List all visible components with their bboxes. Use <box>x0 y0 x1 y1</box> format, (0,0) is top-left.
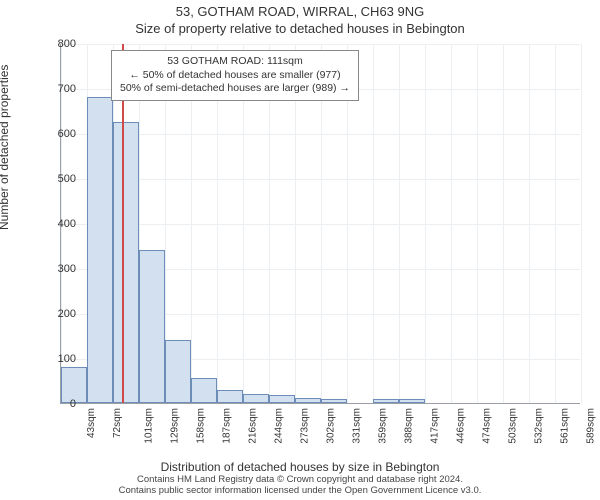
gridline-v <box>451 44 452 403</box>
y-tick-label: 700 <box>46 83 76 95</box>
histogram-bar <box>269 395 295 403</box>
x-tick-label: 331sqm <box>352 408 363 444</box>
annotation-line3: 50% of semi-detached houses are larger (… <box>120 82 350 96</box>
y-tick-label: 0 <box>46 398 76 410</box>
annotation-line2: ← 50% of detached houses are smaller (97… <box>120 69 350 83</box>
marker-annotation: 53 GOTHAM ROAD: 111sqm ← 50% of detached… <box>111 50 359 101</box>
x-tick-label: 187sqm <box>222 408 233 444</box>
histogram-bar <box>165 340 191 403</box>
histogram-bar <box>87 97 113 403</box>
histogram-bar <box>399 399 425 403</box>
y-tick-label: 600 <box>46 128 76 140</box>
x-tick-label: 216sqm <box>248 408 259 444</box>
x-tick-label: 503sqm <box>508 408 519 444</box>
x-tick-label: 302sqm <box>326 408 337 444</box>
y-tick-label: 200 <box>46 308 76 320</box>
x-tick-label: 129sqm <box>170 408 181 444</box>
annotation-line1: 53 GOTHAM ROAD: 111sqm <box>120 55 350 69</box>
histogram-bar <box>113 122 139 403</box>
histogram-bar <box>191 378 217 403</box>
title-address: 53, GOTHAM ROAD, WIRRAL, CH63 9NG <box>0 4 600 19</box>
x-tick-label: 474sqm <box>482 408 493 444</box>
gridline-v <box>425 44 426 403</box>
gridline-v <box>373 44 374 403</box>
histogram-bar <box>243 394 269 403</box>
gridline-v <box>555 44 556 403</box>
histogram-bar <box>295 398 321 403</box>
y-axis-label: Number of detached properties <box>0 65 11 230</box>
x-tick-label: 158sqm <box>196 408 207 444</box>
x-tick-label: 446sqm <box>456 408 467 444</box>
title-subtitle: Size of property relative to detached ho… <box>0 21 600 36</box>
footnote: Contains HM Land Registry data © Crown c… <box>0 475 600 496</box>
x-tick-label: 244sqm <box>274 408 285 444</box>
x-tick-label: 417sqm <box>430 408 441 444</box>
histogram-bar <box>139 250 165 403</box>
x-tick-label: 388sqm <box>404 408 415 444</box>
gridline-v <box>503 44 504 403</box>
x-tick-label: 273sqm <box>300 408 311 444</box>
x-tick-label: 101sqm <box>144 408 155 444</box>
y-tick-label: 500 <box>46 173 76 185</box>
x-tick-label: 43sqm <box>86 408 97 438</box>
x-tick-label: 359sqm <box>378 408 389 444</box>
footnote-line2: Contains public sector information licen… <box>0 486 600 496</box>
x-axis-label: Distribution of detached houses by size … <box>0 460 600 474</box>
footnote-line1: Contains HM Land Registry data © Crown c… <box>0 475 600 485</box>
x-tick-label: 72sqm <box>112 408 123 438</box>
plot-area: 53 GOTHAM ROAD: 111sqm ← 50% of detached… <box>60 44 580 404</box>
gridline-v <box>399 44 400 403</box>
x-tick-label: 561sqm <box>560 408 571 444</box>
gridline-v <box>529 44 530 403</box>
y-tick-label: 300 <box>46 263 76 275</box>
y-tick-label: 100 <box>46 353 76 365</box>
x-tick-label: 532sqm <box>534 408 545 444</box>
title-block: 53, GOTHAM ROAD, WIRRAL, CH63 9NG Size o… <box>0 4 600 36</box>
gridline-v <box>581 44 582 403</box>
x-tick-label: 589sqm <box>586 408 597 444</box>
gridline-v <box>477 44 478 403</box>
y-tick-label: 800 <box>46 38 76 50</box>
histogram-bar <box>373 399 399 403</box>
histogram-bar <box>321 399 347 403</box>
figure-root: 53, GOTHAM ROAD, WIRRAL, CH63 9NG Size o… <box>0 0 600 500</box>
y-tick-label: 400 <box>46 218 76 230</box>
histogram-bar <box>217 390 243 404</box>
